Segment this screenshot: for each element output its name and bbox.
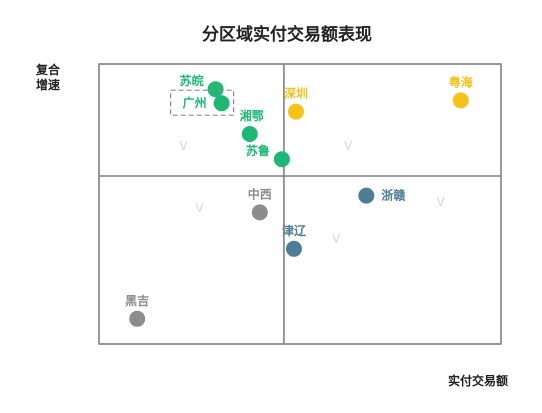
data-point: [213, 95, 230, 112]
y-axis-label-line2: 增速: [36, 77, 60, 92]
point-label: 湘鄂: [240, 108, 264, 123]
y-axis-label-line1: 复合: [35, 62, 61, 77]
v-mark: V: [437, 195, 446, 209]
point-label: 浙赣: [381, 188, 406, 203]
data-point: [287, 103, 304, 120]
chart-title: 分区域实付交易额表现: [202, 24, 372, 45]
point-label: 苏皖: [180, 73, 204, 88]
data-point: [207, 81, 224, 98]
v-mark: V: [179, 139, 188, 153]
point-label: 广州: [183, 95, 207, 110]
point-label: 深圳: [284, 86, 308, 101]
data-point: [358, 187, 375, 204]
data-point: [129, 310, 146, 327]
callout-box: [170, 89, 235, 116]
point-label: 苏鲁: [246, 143, 270, 158]
v-mark: V: [195, 201, 204, 215]
data-point: [241, 126, 258, 142]
x-axis-label: 实付交易额: [448, 373, 508, 388]
data-point: [452, 92, 469, 109]
point-label: 粤海: [449, 74, 473, 89]
data-point: [251, 204, 268, 221]
point-label: 津辽: [282, 223, 307, 238]
plot-border: [98, 63, 502, 345]
v-mark: V: [332, 232, 341, 246]
point-label: 中西: [248, 186, 272, 201]
data-point: [273, 151, 290, 168]
v-mark: V: [344, 139, 353, 153]
point-label: 黑吉: [125, 293, 149, 308]
data-point: [285, 240, 302, 257]
